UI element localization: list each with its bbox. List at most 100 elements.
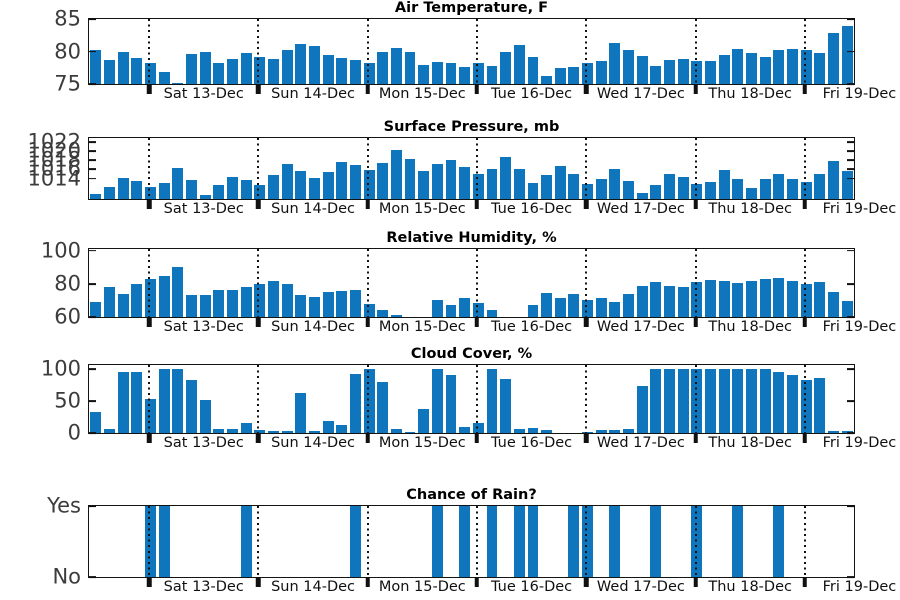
bar [582, 183, 594, 199]
y-tick-mark [89, 316, 96, 318]
x-axis-day-label: Sat 13-Dec [163, 200, 244, 217]
bar [404, 51, 416, 84]
bar [773, 50, 785, 84]
x-axis-day-label: Sat 13-Dec [163, 434, 244, 451]
bar [500, 157, 512, 199]
bar [349, 165, 361, 199]
day-tick [802, 199, 808, 209]
bar [705, 181, 717, 199]
bar [295, 43, 307, 84]
day-boundary-dotted-line [585, 506, 588, 577]
x-axis-day-label: Sun 14-Dec [271, 434, 355, 451]
bar [636, 56, 648, 84]
bar [828, 161, 839, 199]
bar [773, 506, 785, 577]
y-tick-mark [89, 400, 96, 402]
bar [390, 429, 402, 433]
bar [295, 294, 307, 317]
day-tick [256, 84, 261, 94]
bar [746, 281, 757, 317]
bar [664, 285, 676, 317]
day-boundary-dotted-line [694, 365, 697, 433]
bar [199, 51, 211, 84]
bar [541, 175, 553, 199]
bar [595, 61, 607, 84]
bar [841, 171, 853, 199]
bar [800, 50, 812, 84]
y-tick-mark [89, 249, 96, 252]
bar [418, 65, 430, 84]
bar [773, 278, 785, 317]
day-tick [474, 317, 480, 327]
bar [117, 372, 129, 433]
day-boundary-dotted-line [475, 249, 478, 317]
bar [254, 57, 266, 84]
bar [459, 297, 471, 317]
bar [787, 280, 798, 317]
day-boundary-dotted-line [585, 19, 588, 84]
bar [185, 295, 197, 317]
bar [226, 176, 238, 199]
bar [650, 368, 662, 433]
bar [623, 49, 635, 84]
bar [486, 368, 498, 433]
bar [322, 171, 334, 199]
day-boundary-dotted-line [803, 365, 806, 433]
bar [145, 187, 156, 199]
y-tick-mark [847, 282, 854, 285]
bar [199, 295, 211, 317]
day-tick [365, 317, 370, 327]
day-boundary-dotted-line [475, 365, 478, 433]
day-boundary-dotted-line [148, 249, 151, 317]
bar [431, 506, 443, 577]
bar [226, 429, 238, 433]
day-boundary-dotted-line [257, 138, 260, 199]
bar [199, 195, 211, 199]
bar [117, 293, 129, 317]
bar [131, 372, 143, 433]
x-axis-day-label: Fri 19-Dec [822, 200, 897, 217]
day-boundary-dotted-line [366, 138, 369, 199]
y-tick-label: 75 [54, 71, 81, 96]
bar [718, 368, 730, 433]
bar [773, 372, 785, 433]
y-tick-mark [847, 159, 854, 162]
bar [240, 506, 252, 577]
y-tick-mark [847, 367, 854, 370]
y-tick-label: 50 [54, 388, 81, 413]
bar [281, 283, 293, 317]
bar [759, 178, 771, 199]
bar [527, 506, 539, 577]
bar [90, 411, 102, 433]
bar [445, 375, 457, 433]
bar [363, 62, 375, 84]
y-tick-mark [847, 316, 854, 318]
bar [226, 58, 238, 84]
bar [349, 59, 361, 84]
y-tick-label: 80 [54, 39, 81, 63]
day-tick [474, 84, 480, 94]
x-axis-day-label: Tue 16-Dec [491, 200, 573, 217]
bar [527, 56, 539, 84]
subplot-cloud-cover: Sat 13-Dec Sun 14-Dec Mon 15-Dec Tue 16-Dec… [41, 358, 896, 451]
bar [718, 280, 730, 317]
bar [240, 423, 252, 433]
day-boundary-dotted-line [694, 249, 697, 317]
bar [213, 62, 225, 84]
x-axis-day-label: Fri 19-Dec [822, 578, 897, 595]
bar [349, 373, 361, 433]
bar [568, 174, 580, 199]
bar [267, 174, 279, 199]
bar [158, 506, 170, 577]
bar [322, 421, 334, 433]
bar [650, 282, 662, 317]
bar [240, 287, 252, 317]
bar [240, 53, 252, 84]
y-tick-label: 1022 [27, 129, 81, 154]
bar [623, 429, 635, 433]
bar [595, 430, 607, 433]
chart-title-surface-pressure: Surface Pressure, mb [383, 119, 560, 135]
bar [322, 55, 334, 84]
bar [609, 430, 621, 433]
bar [541, 430, 553, 433]
